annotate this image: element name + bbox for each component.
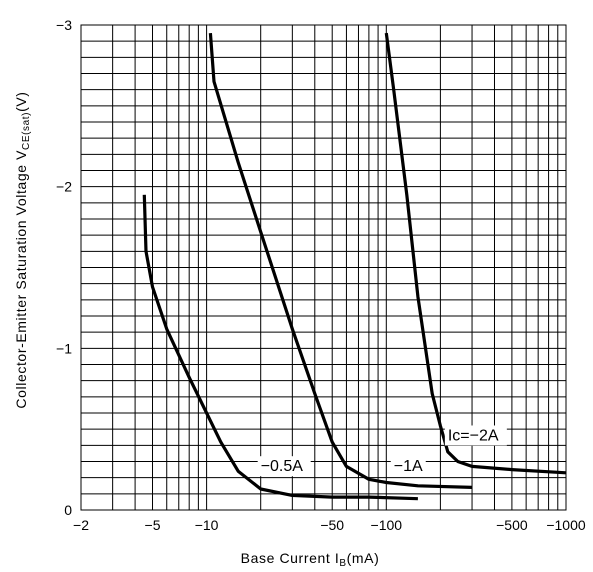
y-tick-label: −3	[56, 17, 72, 33]
x-axis-label: Base Current IB(mA)	[241, 550, 380, 569]
x-tick-label: −500	[496, 517, 528, 533]
y-axis-label: Collector-Emitter Saturation Voltage VCE…	[13, 91, 32, 408]
series-line	[384, 32, 567, 475]
x-tick-label: −100	[371, 517, 403, 533]
curve-labels: −0.5A −1A Ic=−2A	[257, 425, 507, 477]
series-line	[142, 194, 418, 501]
curve-label-bg	[444, 425, 507, 446]
y-tick-label: 0	[64, 502, 72, 518]
y-tick-label: −2	[56, 179, 72, 195]
x-tick-label: −50	[320, 517, 344, 533]
tick-labels: −2 −5 −10 −50 −100 −500 −1000 0 −1 −2 −3	[56, 17, 586, 533]
y-tick-label: −1	[56, 340, 72, 356]
x-tick-label: −2	[73, 517, 89, 533]
curve-label: −0.5A	[261, 458, 304, 475]
x-tick-label: −1000	[546, 517, 586, 533]
curves	[142, 32, 567, 501]
curve-label-bg	[257, 456, 311, 477]
curve-label-bg	[390, 456, 426, 477]
x-tick-label: −10	[195, 517, 219, 533]
series-line	[208, 32, 473, 489]
curve-label: −1A	[394, 458, 423, 475]
x-tick-label: −5	[145, 517, 161, 533]
curve-label: Ic=−2A	[448, 427, 499, 444]
